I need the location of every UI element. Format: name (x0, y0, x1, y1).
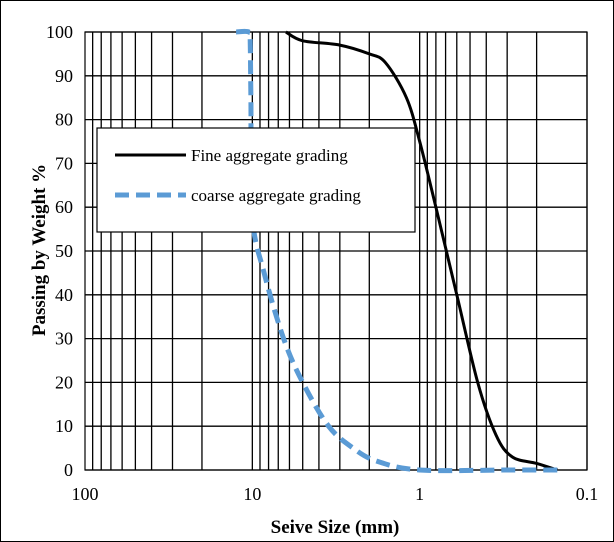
y-tick-label: 90 (55, 66, 73, 86)
x-tick-label: 0.1 (576, 484, 599, 504)
grid-lines (85, 31, 588, 471)
x-tick-label: 100 (72, 484, 99, 504)
y-tick-label: 70 (55, 153, 73, 173)
y-tick-label: 80 (55, 110, 73, 130)
x-tick-label: 1 (415, 484, 424, 504)
coarse-aggregate-line (235, 28, 558, 474)
y-tick-label: 40 (55, 285, 73, 305)
y-axis-title: Passing by Weight % (29, 164, 50, 336)
y-tick-label: 50 (55, 241, 73, 261)
legend-box (96, 127, 416, 233)
y-tick-label: 20 (55, 372, 73, 392)
y-tick-label: 100 (46, 22, 73, 42)
legend-label-fine: Fine aggregate grading (191, 146, 348, 165)
x-tick-label: 10 (243, 484, 261, 504)
y-tick-label: 60 (55, 197, 73, 217)
tick-labels: 0 10 20 30 40 50 60 70 80 90 100 100 10 1 0.1 (46, 22, 598, 504)
series-lines (235, 28, 558, 474)
y-tick-label: 30 (55, 329, 73, 349)
x-axis-title: Seive Size (mm) (271, 517, 400, 538)
plot-area-border (84, 31, 588, 471)
fine-aggregate-line (285, 30, 558, 472)
legend-label-coarse: coarse aggregate grading (191, 186, 361, 205)
y-tick-label: 10 (55, 416, 73, 436)
legend: Fine aggregate grading coarse aggregate … (96, 127, 416, 233)
y-tick-label: 0 (64, 460, 73, 480)
